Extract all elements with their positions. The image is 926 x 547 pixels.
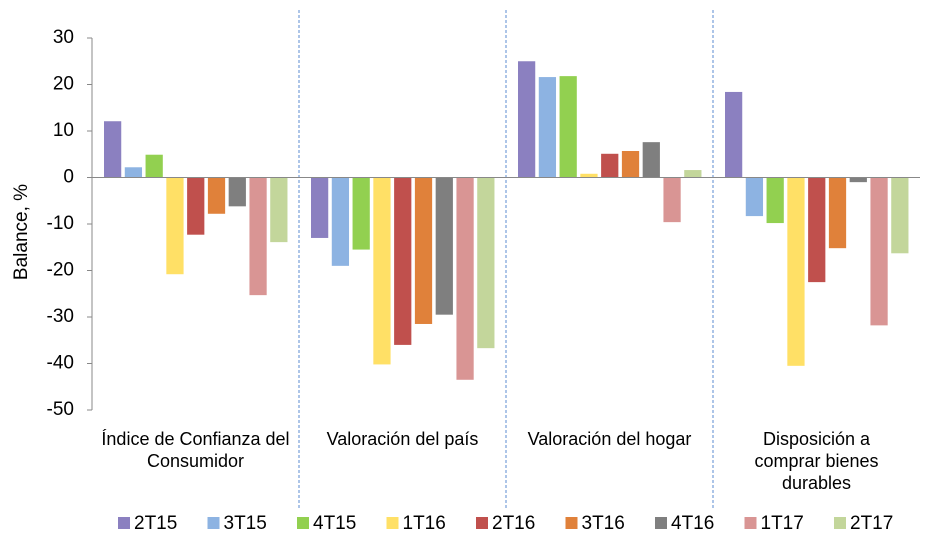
- bar: [145, 154, 163, 178]
- legend-label: 2T16: [492, 513, 535, 534]
- bar: [166, 177, 184, 275]
- bar: [104, 121, 122, 178]
- bar: [849, 177, 867, 183]
- bar: [601, 153, 619, 178]
- bar: [538, 77, 557, 178]
- legend-label: 4T15: [313, 513, 356, 534]
- legend-label: 3T16: [582, 513, 625, 534]
- bar: [477, 177, 495, 349]
- bar: [414, 177, 433, 324]
- legend-swatch: [207, 517, 220, 529]
- bar: [187, 177, 205, 235]
- bar: [352, 177, 370, 250]
- bar: [394, 177, 412, 345]
- y-axis-title: Balance, %: [11, 184, 32, 280]
- y-tick-label: -10: [47, 213, 74, 234]
- legend-swatch: [297, 517, 309, 529]
- bar: [311, 177, 329, 238]
- y-tick-label: 20: [53, 74, 74, 95]
- x-tick-label: Disposición a comprar bienes durables: [754, 429, 879, 493]
- legend-label: 1T16: [403, 513, 446, 534]
- bar: [808, 177, 826, 283]
- y-tick-label: -20: [47, 260, 74, 281]
- bar: [787, 177, 805, 366]
- y-tick-label: 30: [53, 27, 74, 48]
- bar: [663, 177, 681, 223]
- y-tick-label: -40: [47, 353, 74, 374]
- x-tick-label: Valoración del país: [326, 429, 479, 449]
- legend-label: 2T15: [134, 513, 177, 534]
- bar: [435, 177, 453, 315]
- bar: [124, 167, 143, 178]
- bar: [207, 177, 226, 214]
- bar: [766, 177, 784, 224]
- legend-label: 3T15: [224, 513, 267, 534]
- bar: [745, 177, 764, 217]
- bar: [456, 177, 474, 380]
- x-tick-label: Valoración del hogar: [527, 429, 692, 449]
- y-tick-label: -50: [47, 399, 74, 420]
- bar: [518, 61, 536, 178]
- bar: [621, 150, 640, 178]
- y-tick-label: 10: [53, 120, 74, 141]
- y-tick-label: -30: [47, 306, 74, 327]
- bar: [249, 177, 267, 296]
- bar: [725, 91, 743, 178]
- bar: [270, 177, 288, 243]
- bar: [228, 177, 246, 207]
- bar: [870, 177, 888, 326]
- bar: [331, 177, 350, 266]
- y-tick-label: 0: [63, 167, 74, 188]
- legend-label: 1T17: [761, 513, 804, 534]
- x-tick-label: Índice de Confianza del Consumidor: [101, 429, 290, 471]
- legend-label: 2T17: [850, 513, 893, 534]
- legend-swatch: [118, 517, 130, 529]
- legend-swatch: [744, 517, 757, 529]
- bar: [373, 177, 391, 365]
- bar: [559, 76, 577, 178]
- bar: [642, 142, 660, 178]
- legend-swatch: [655, 517, 667, 529]
- bar: [580, 173, 598, 178]
- legend-swatch: [834, 517, 846, 529]
- legend-label: 4T16: [671, 513, 714, 534]
- bar: [891, 177, 909, 254]
- legend-swatch: [565, 517, 578, 529]
- legend-swatch: [476, 517, 488, 529]
- legend-swatch: [386, 517, 399, 529]
- bar: [684, 170, 702, 178]
- bar: [828, 177, 847, 249]
